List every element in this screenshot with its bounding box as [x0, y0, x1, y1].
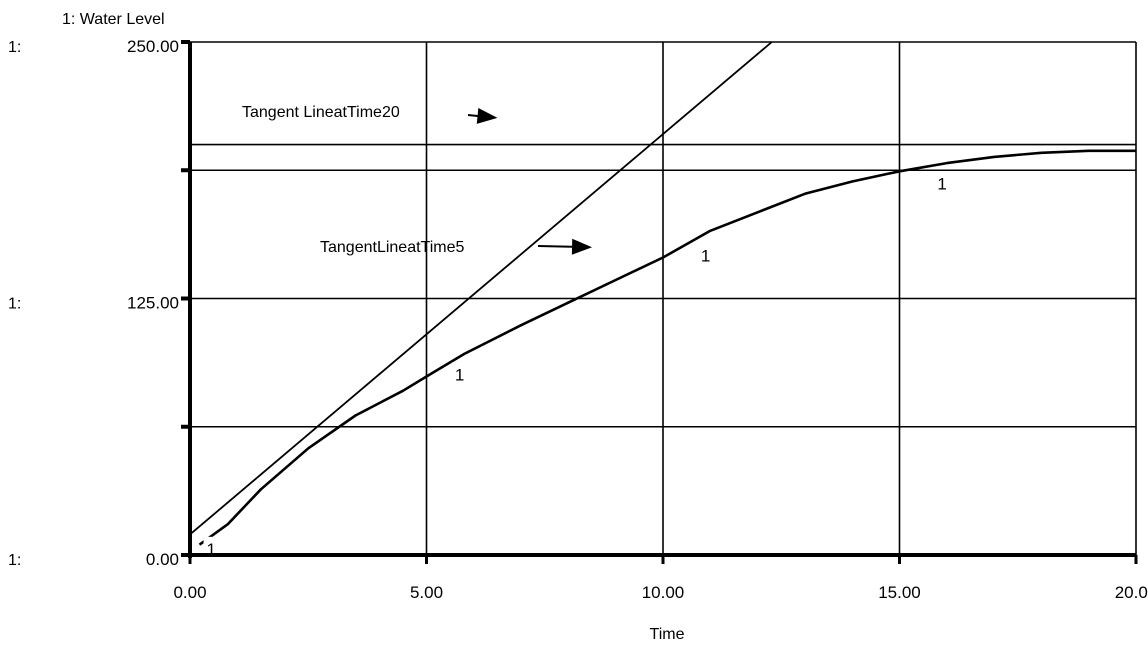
x-tick-label: 10.00 — [642, 583, 685, 602]
x-tick-label: 0.00 — [173, 583, 206, 602]
x-tick-label: 15.00 — [878, 583, 921, 602]
x-axis-title: Time — [650, 626, 685, 643]
y-tick-label: 0.00 — [146, 550, 179, 569]
marker-bg — [451, 362, 468, 383]
annotation-label: TangentLineatTime5 — [320, 239, 464, 256]
y-tick-prefix: 1: — [8, 296, 21, 313]
y-tick-prefix: 1: — [8, 39, 21, 56]
y-tick-label: 125.00 — [127, 294, 179, 313]
series-title: 1: Water Level — [62, 11, 165, 28]
series-marker: 1 — [455, 365, 464, 384]
annotation-arrow-head — [476, 107, 498, 124]
annotation-arrow-shaft — [537, 245, 573, 248]
plot-lines: 1 1 1 1 — [189, 41, 1136, 559]
x-tick-label: 20.00 — [1115, 583, 1148, 602]
annotation-label: Tangent LineatTime20 — [242, 104, 400, 121]
y-tick-prefix: 1: — [8, 552, 21, 569]
marker-bg — [697, 243, 714, 264]
y-tick-label: 250.00 — [127, 37, 179, 56]
series-line — [198, 149, 1136, 546]
ticks: 0.005.0010.0015.0020.001:250.001:125.001… — [8, 37, 1148, 602]
annotation-arrow-shaft — [467, 114, 478, 117]
series-marker: 1 — [937, 175, 946, 194]
series-marker: 1 — [207, 540, 216, 559]
series-marker: 1 — [701, 246, 710, 265]
annotation-arrow-head — [571, 238, 593, 255]
marker-bg — [934, 171, 951, 192]
x-tick-label: 5.00 — [410, 583, 443, 602]
annotations: Tangent LineatTime20 TangentLineatTime5 — [242, 104, 593, 256]
marker-bg — [203, 536, 220, 557]
tangent-line — [189, 41, 773, 536]
grid — [190, 41, 1137, 555]
